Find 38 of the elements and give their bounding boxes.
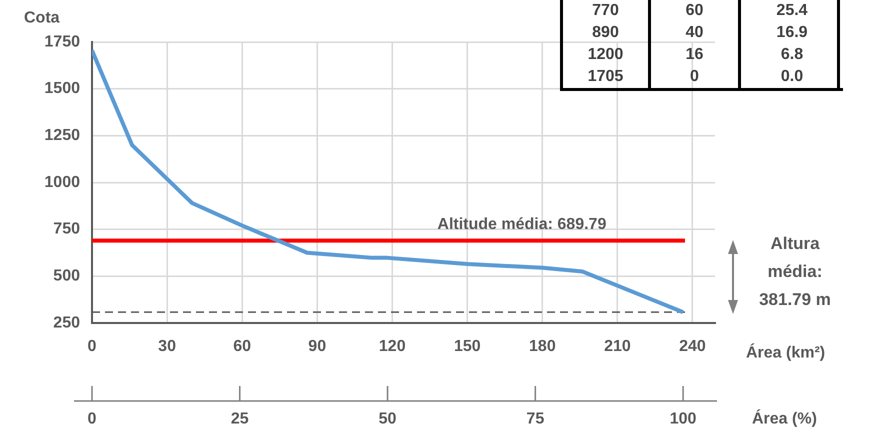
y-tick-label: 1000: [44, 174, 80, 191]
text: 40: [686, 24, 704, 41]
y-axis-title: Cota: [24, 9, 60, 26]
annotation: 1705: [563, 66, 651, 88]
x-tick-label: 90: [308, 338, 326, 356]
x2-axis-title: Área (%): [752, 408, 817, 428]
x-tick-label: 60: [233, 338, 252, 356]
x-tick-label: 30: [158, 338, 176, 356]
y-tick-label: 500: [53, 268, 80, 285]
x-tick-label: 210: [604, 338, 631, 356]
x-tick-label: 240: [679, 338, 706, 356]
text: 890: [592, 24, 619, 41]
x2-tick-label: 100: [670, 410, 697, 428]
x2-tick-label: 25: [230, 410, 249, 428]
x-tick-label: 180: [529, 338, 556, 356]
x-axis-title: Área (km²): [746, 342, 826, 362]
y-tick-label: 1750: [44, 33, 80, 50]
ref-line-label: Altitude média: 689.79: [437, 216, 606, 234]
x2-tick-label: 75: [526, 410, 544, 428]
y-tick-label: 250: [53, 314, 80, 332]
text: 25.4: [776, 2, 808, 19]
annotation: 0: [651, 66, 741, 88]
y-tick-label: 750: [53, 220, 80, 238]
x-tick-label: 120: [378, 338, 406, 356]
y-tick-label: 1250: [44, 127, 80, 144]
text: Altura média: 381.79 m: [758, 233, 832, 311]
annotation: 1200: [563, 44, 651, 66]
x2-tick-label: 0: [88, 410, 97, 428]
text: 770: [592, 2, 619, 19]
text: 60: [686, 2, 704, 19]
y-tick-label: 1500: [44, 80, 80, 98]
x2-tick-label: 50: [378, 410, 397, 428]
text: 0.0: [780, 68, 804, 85]
text: 16.9: [776, 24, 808, 41]
text: 6.8: [780, 46, 804, 63]
x-tick-label: 150: [454, 338, 481, 356]
annotation: 16: [651, 44, 741, 66]
x-tick-label: 0: [88, 338, 97, 356]
